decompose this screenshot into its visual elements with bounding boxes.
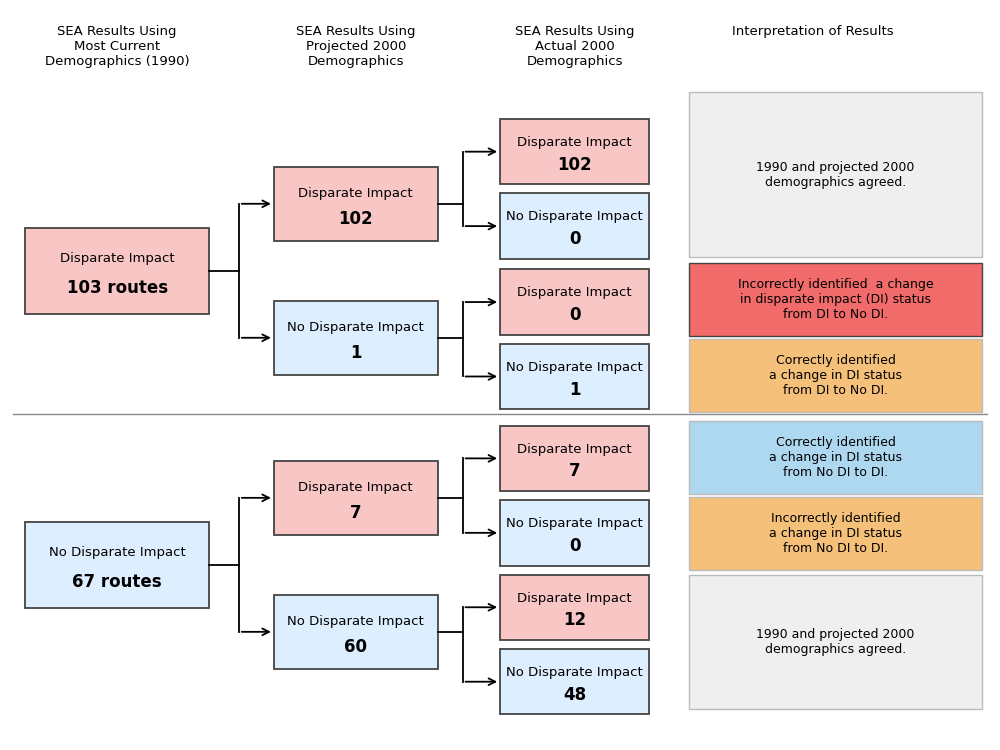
Text: No Disparate Impact: No Disparate Impact: [506, 518, 643, 530]
FancyBboxPatch shape: [274, 460, 438, 535]
Text: 67 routes: 67 routes: [72, 573, 162, 591]
FancyBboxPatch shape: [25, 228, 209, 314]
Text: 1: 1: [350, 344, 362, 362]
Text: Disparate Impact: Disparate Impact: [298, 187, 413, 200]
FancyBboxPatch shape: [689, 92, 982, 257]
FancyBboxPatch shape: [500, 119, 649, 184]
FancyBboxPatch shape: [274, 301, 438, 375]
Text: 102: 102: [338, 210, 373, 228]
Text: 103 routes: 103 routes: [67, 279, 168, 297]
Text: 1: 1: [569, 380, 580, 398]
Text: No Disparate Impact: No Disparate Impact: [506, 666, 643, 679]
FancyBboxPatch shape: [274, 166, 438, 241]
FancyBboxPatch shape: [500, 425, 649, 491]
Text: 1990 and projected 2000
demographics agreed.: 1990 and projected 2000 demographics agr…: [756, 160, 915, 189]
FancyBboxPatch shape: [689, 422, 982, 494]
Text: Interpretation of Results: Interpretation of Results: [732, 25, 894, 38]
Text: Correctly identified
a change in DI status
from No DI to DI.: Correctly identified a change in DI stat…: [769, 436, 902, 479]
Text: No Disparate Impact: No Disparate Impact: [49, 546, 186, 560]
Text: Disparate Impact: Disparate Impact: [517, 442, 632, 456]
Text: Incorrectly identified
a change in DI status
from No DI to DI.: Incorrectly identified a change in DI st…: [769, 512, 902, 555]
FancyBboxPatch shape: [689, 497, 982, 570]
Text: Disparate Impact: Disparate Impact: [517, 136, 632, 149]
FancyBboxPatch shape: [689, 574, 982, 709]
Text: Disparate Impact: Disparate Impact: [60, 252, 174, 266]
FancyBboxPatch shape: [25, 522, 209, 608]
Text: 1990 and projected 2000
demographics agreed.: 1990 and projected 2000 demographics agr…: [756, 628, 915, 656]
FancyBboxPatch shape: [500, 500, 649, 566]
Text: Disparate Impact: Disparate Impact: [517, 592, 632, 604]
Text: Disparate Impact: Disparate Impact: [298, 481, 413, 494]
Text: SEA Results Using
Actual 2000
Demographics: SEA Results Using Actual 2000 Demographi…: [515, 25, 634, 68]
FancyBboxPatch shape: [689, 339, 982, 412]
Text: 7: 7: [350, 504, 362, 522]
FancyBboxPatch shape: [500, 649, 649, 715]
Text: 0: 0: [569, 306, 580, 324]
Text: Disparate Impact: Disparate Impact: [517, 286, 632, 299]
Text: SEA Results Using
Projected 2000
Demographics: SEA Results Using Projected 2000 Demogra…: [296, 25, 416, 68]
FancyBboxPatch shape: [500, 344, 649, 410]
FancyBboxPatch shape: [500, 269, 649, 334]
Text: 7: 7: [569, 463, 580, 481]
Text: Correctly identified
a change in DI status
from DI to No DI.: Correctly identified a change in DI stat…: [769, 354, 902, 398]
FancyBboxPatch shape: [500, 574, 649, 640]
FancyBboxPatch shape: [689, 262, 982, 335]
Text: No Disparate Impact: No Disparate Impact: [287, 615, 424, 628]
Text: 48: 48: [563, 686, 586, 703]
FancyBboxPatch shape: [274, 595, 438, 669]
Text: 12: 12: [563, 611, 586, 629]
Text: 0: 0: [569, 230, 580, 248]
Text: No Disparate Impact: No Disparate Impact: [506, 361, 643, 374]
Text: 0: 0: [569, 537, 580, 555]
Text: 60: 60: [344, 638, 367, 656]
Text: No Disparate Impact: No Disparate Impact: [287, 321, 424, 334]
Text: SEA Results Using
Most Current
Demographics (1990): SEA Results Using Most Current Demograph…: [45, 25, 189, 68]
Text: Incorrectly identified  a change
in disparate impact (DI) status
from DI to No D: Incorrectly identified a change in dispa…: [738, 278, 933, 320]
FancyBboxPatch shape: [500, 194, 649, 259]
Text: 102: 102: [557, 156, 592, 174]
Text: No Disparate Impact: No Disparate Impact: [506, 211, 643, 224]
